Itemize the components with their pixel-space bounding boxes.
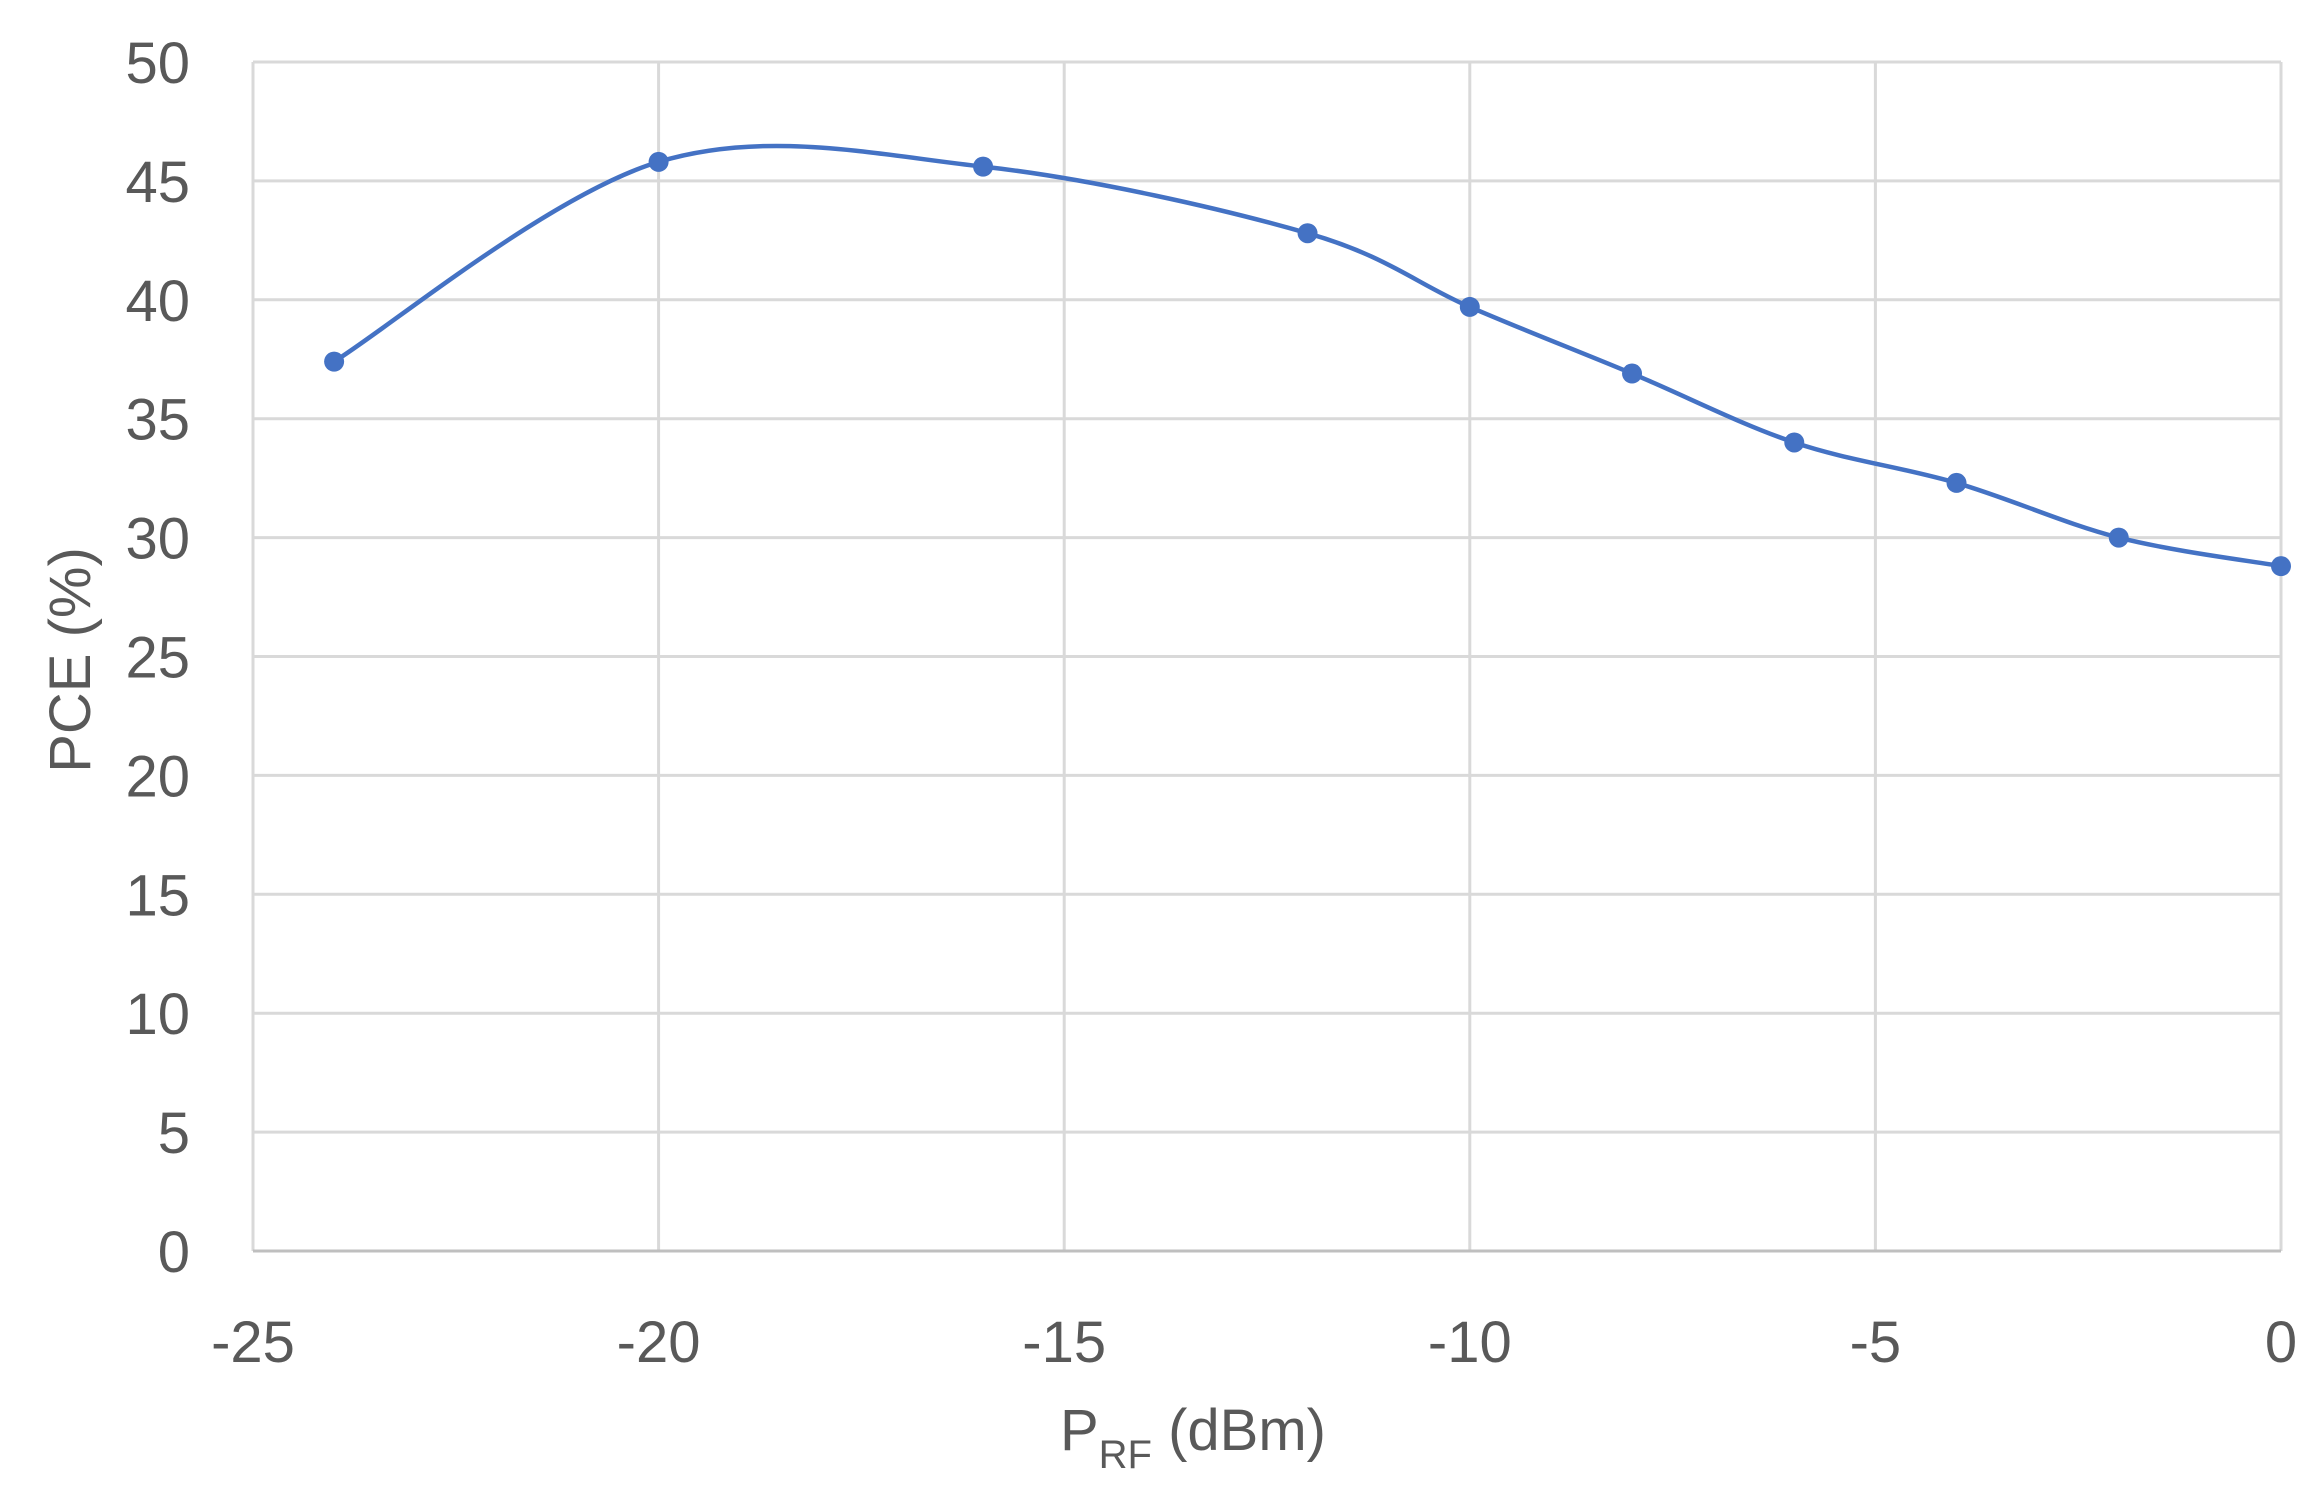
data-point <box>1784 432 1805 453</box>
y-tick-label: 40 <box>125 269 190 334</box>
x-tick-label: -15 <box>1022 1310 1106 1375</box>
y-tick-label: 45 <box>125 150 190 215</box>
x-tick-label: 0 <box>2265 1310 2297 1375</box>
y-tick-label: 20 <box>125 744 190 809</box>
data-point <box>1459 296 1480 317</box>
x-axis-title: PRF (dBm) <box>1060 1398 1326 1477</box>
x-tick-labels: -25 -20 -15 -10 -5 0 <box>211 1310 2297 1375</box>
x-tick-label: -10 <box>1428 1310 1512 1375</box>
series-group <box>324 143 2291 577</box>
y-tick-label: 25 <box>125 626 190 691</box>
data-point <box>2108 527 2129 548</box>
series-line <box>331 143 2284 569</box>
x-axis-title-main: P <box>1060 1398 1099 1463</box>
x-tick-label: -20 <box>617 1310 701 1375</box>
data-point <box>648 151 669 172</box>
x-axis-title-suffix: (dBm) <box>1152 1398 1326 1463</box>
data-point <box>1297 223 1318 244</box>
y-tick-label: 10 <box>125 982 190 1047</box>
data-point <box>324 351 345 372</box>
y-tick-label: 30 <box>125 507 190 572</box>
data-point <box>2271 556 2291 577</box>
data-point <box>1622 363 1643 384</box>
y-tick-label: 0 <box>158 1220 190 1285</box>
data-point <box>973 156 994 177</box>
data-point <box>1946 472 1967 493</box>
y-axis-title: PCE (%) <box>38 547 103 773</box>
y-tick-label: 35 <box>125 388 190 453</box>
x-tick-label: -25 <box>211 1310 295 1375</box>
y-tick-label: 5 <box>158 1101 190 1166</box>
x-tick-label: -5 <box>1850 1310 1902 1375</box>
y-tick-labels: 0 5 10 15 20 25 30 35 40 45 50 <box>125 31 190 1285</box>
y-tick-label: 50 <box>125 31 190 96</box>
x-axis-title-subscript: RF <box>1099 1433 1152 1477</box>
y-tick-label: 15 <box>125 863 190 928</box>
grid-lines <box>251 60 2283 1251</box>
